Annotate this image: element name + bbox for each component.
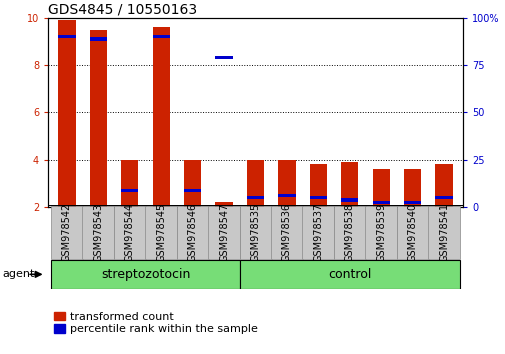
Bar — [278, 194, 295, 197]
Bar — [176, 206, 208, 259]
Bar — [58, 35, 75, 38]
Bar — [153, 27, 170, 207]
Bar — [403, 201, 421, 204]
Bar — [271, 206, 302, 259]
Text: GSM978545: GSM978545 — [156, 203, 166, 262]
Bar — [51, 260, 239, 289]
Text: GSM978544: GSM978544 — [125, 203, 134, 262]
Text: GDS4845 / 10550163: GDS4845 / 10550163 — [48, 2, 197, 17]
Bar — [121, 160, 138, 207]
Bar — [309, 165, 326, 207]
Bar — [58, 20, 75, 207]
Text: agent: agent — [3, 269, 35, 279]
Bar — [340, 199, 358, 201]
Legend: transformed count, percentile rank within the sample: transformed count, percentile rank withi… — [54, 312, 258, 334]
Bar — [121, 189, 138, 192]
Text: GSM978546: GSM978546 — [187, 203, 197, 262]
Bar — [114, 206, 145, 259]
Text: GSM978535: GSM978535 — [250, 203, 260, 262]
Text: streptozotocin: streptozotocin — [100, 268, 190, 281]
Text: GSM978540: GSM978540 — [407, 203, 417, 262]
Bar — [333, 206, 365, 259]
Bar — [435, 165, 452, 207]
Text: GSM978538: GSM978538 — [344, 203, 354, 262]
Text: GSM978539: GSM978539 — [376, 203, 385, 262]
Bar — [215, 56, 232, 59]
Bar — [403, 169, 421, 207]
Bar — [246, 160, 264, 207]
Bar — [427, 206, 459, 259]
Bar — [215, 202, 232, 207]
Text: GSM978542: GSM978542 — [62, 203, 72, 262]
Text: GSM978537: GSM978537 — [313, 203, 323, 262]
Bar — [239, 206, 271, 259]
Bar — [396, 206, 428, 259]
Bar — [51, 206, 83, 259]
Text: GSM978541: GSM978541 — [438, 203, 448, 262]
Bar — [184, 189, 201, 192]
Bar — [89, 38, 107, 41]
Bar — [365, 206, 396, 259]
Text: GSM978543: GSM978543 — [93, 203, 103, 262]
Bar — [372, 169, 389, 207]
Bar — [246, 196, 264, 199]
Text: GSM978536: GSM978536 — [281, 203, 291, 262]
Bar — [239, 260, 459, 289]
Bar — [184, 160, 201, 207]
Text: control: control — [328, 268, 371, 281]
Text: GSM978547: GSM978547 — [219, 203, 229, 262]
Bar — [372, 201, 389, 204]
Bar — [340, 162, 358, 207]
Bar — [153, 35, 170, 38]
Bar — [89, 29, 107, 207]
Bar — [309, 196, 326, 199]
Bar — [208, 206, 239, 259]
Bar — [82, 206, 114, 259]
Bar — [145, 206, 177, 259]
Bar — [302, 206, 334, 259]
Bar — [435, 196, 452, 199]
Bar — [278, 160, 295, 207]
